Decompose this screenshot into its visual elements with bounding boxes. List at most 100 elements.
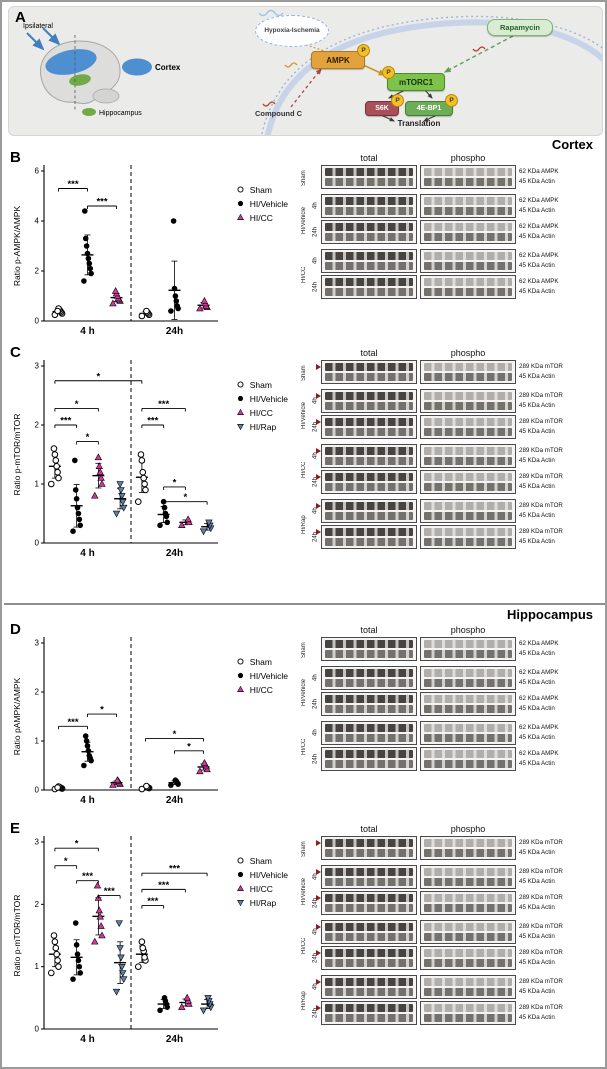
svg-text:***: *** [60,416,71,427]
blot-band [325,705,413,713]
blot-lane-phospho [420,249,516,273]
svg-text:4 h: 4 h [80,795,94,806]
band-kda-label: 45 KDa Actin [519,988,555,995]
panel-a-label: A [15,9,26,26]
rapamycin-squiggle-icon [472,46,486,52]
legend-label: Sham [249,855,272,866]
svg-text:2: 2 [35,421,40,430]
blot-column-header: phospho [450,153,486,163]
svg-text:24h: 24h [166,548,183,559]
blot-band [325,252,413,260]
band-kda-labels: 289 KDa mTOR 45 KDa Actin [519,975,563,999]
blot-group: Sham 62 KDa AMPK 45 KDa Actin [298,637,603,663]
cell-membrane [264,19,602,135]
band-kda-labels: 62 KDa AMPK 45 KDa Actin [519,275,559,299]
svg-text:***: *** [82,871,93,882]
band-kda-label: 45 KDa Actin [519,538,555,545]
svg-text:***: *** [147,896,158,907]
cortex-section-header: Cortex [551,137,593,152]
blot-band [424,904,512,912]
blot-band [325,233,413,241]
legend-e: Sham HI/Vehicle HI/CC HI/Rap [235,852,288,911]
svg-text:2: 2 [35,688,40,697]
band-kda-label: 45 KDa Actin [519,512,555,519]
blot-lane-total [316,525,417,549]
band-kda-label: 45 KDa Actin [519,650,555,657]
4ebp1-label: 4E-BP1 [416,105,442,112]
blot-time-label: 4h [312,257,319,265]
blot-band [325,428,413,436]
band-kda-label: 45 KDa Actin [519,483,555,490]
blot-row: 24h 289 KDa mTOR 45 KDa Actin [310,1001,603,1025]
chart-block-b: B 0 2 4 6 4 h 24h Ratio p-AMPK/AMPK *** *** Sham… [8,149,292,339]
legend-label: HI/Vehicle [249,869,288,880]
blot-band [316,473,413,481]
panel-a-pathway-diagram: A Ipsi [8,6,603,136]
blot-group-rows: 62 KDa AMPK 45 KDa Actin [310,165,603,191]
blot-band [316,363,413,371]
blot-band [325,878,413,886]
hippocampus-section-header: Hippocampus [507,607,593,622]
blot-lane-total [316,1001,417,1025]
blot-band [424,669,512,677]
blot-group-label: HI/Vehicle [301,206,307,234]
blot-column-headers: total phospho [321,625,603,635]
blot-band [424,760,512,768]
blot-group-rows: 4h 62 KDa AMPK 45 KDa Actin 24h 62 KDa AMPK 4… [310,194,603,246]
red-arrowhead-icon [316,840,321,846]
blot-band [316,528,413,536]
band-kda-label: 45 KDa Actin [519,262,555,269]
blot-band [316,418,413,426]
legend-b: Sham HI/Vehicle HI/CC [235,181,288,226]
blot-row: 4h 289 KDa mTOR 45 KDa Actin [310,444,603,468]
svg-text:***: *** [96,197,107,208]
cortex-callout-label: Cortex [155,63,181,72]
red-arrowhead-icon [316,529,321,535]
band-kda-label: 45 KDa Actin [519,734,555,741]
hippocampus-callout-shape [82,108,96,116]
blot-column-header: phospho [450,625,486,635]
amp-squiggle-icon [284,62,298,68]
blot-group-rows: 289 KDa mTOR 45 KDa Actin [310,836,603,862]
svg-text:***: *** [67,717,78,728]
injection-arrow-icon [42,27,61,46]
blot-lane-total [316,975,417,999]
legend-item: HI/Vehicle [235,869,288,880]
translation-label: Translation [397,119,441,128]
band-kda-labels: 62 KDa AMPK 45 KDa Actin [519,692,559,716]
blot-band [424,734,512,742]
band-kda-label: 62 KDa AMPK [519,669,559,676]
blot-band [424,473,512,481]
blot-lane-total [321,220,417,244]
blot-lane-total [316,865,417,889]
band-kda-label: 289 KDa mTOR [519,528,563,535]
svg-text:*: * [173,729,177,740]
blot-band [325,178,413,186]
legend-d: Sham HI/Vehicle HI/CC [235,653,288,698]
blot-lane-phospho [420,637,516,661]
legend-c: Sham HI/Vehicle HI/CC HI/Rap [235,376,288,435]
blot-row: 4h 289 KDa mTOR 45 KDa Actin [310,389,603,413]
rapamycin-label: Rapamycin [499,23,541,32]
blot-band [316,502,413,510]
blot-group-rows: 4h 289 KDa mTOR 45 KDa Actin 24h 289 KDa mTO… [310,444,603,496]
phospho-p-badge: P [391,94,404,107]
blot-lane-phospho [420,360,516,384]
blot-lane-total [321,637,417,661]
blot-band [424,233,512,241]
band-kda-label: 45 KDa Actin [519,904,555,911]
legend-label: Sham [249,184,272,195]
blot-lane-total [321,692,417,716]
s6k-to-translation-arrow [380,114,395,122]
svg-text:*: * [97,371,101,382]
band-kda-label: 62 KDa AMPK [519,724,559,731]
blot-band [424,402,512,410]
svg-text:0: 0 [35,786,40,795]
blot-band [325,373,413,381]
blot-group-rows: 4h 289 KDa mTOR 45 KDa Actin 24h 289 KDa mTO… [310,865,603,917]
scatter-p-ampk-cortex: 0 2 4 6 4 h 24h Ratio p-AMPK/AMPK *** *** [12,159,292,337]
blot-group-label: Sham [301,841,307,857]
legend-label: HI/CC [249,684,273,695]
